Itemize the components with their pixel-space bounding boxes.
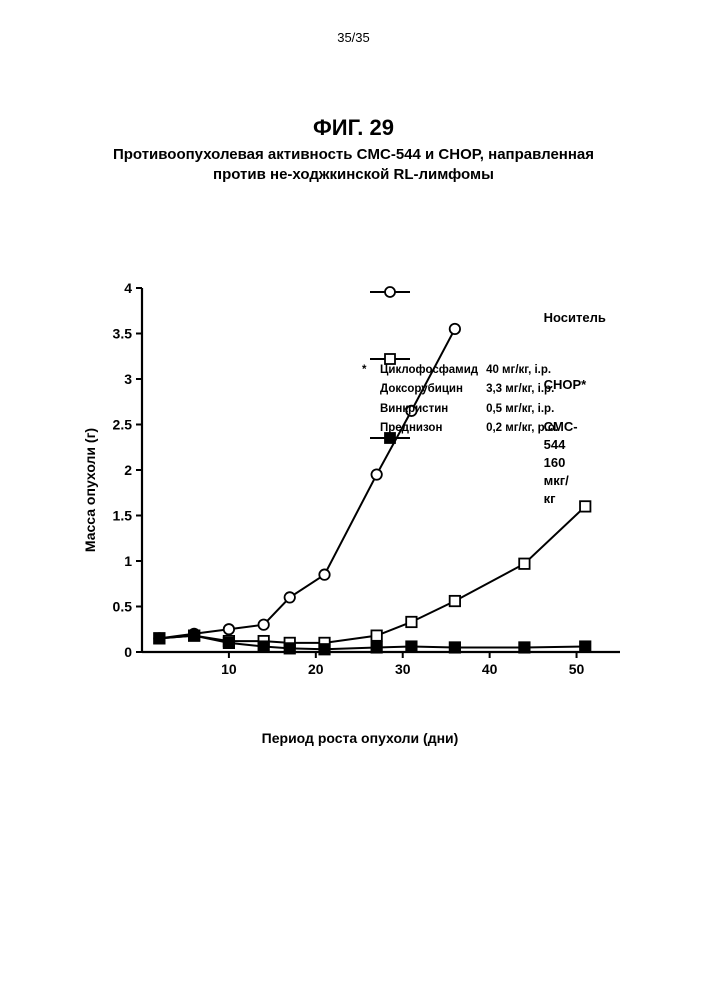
subtitle-line-1: Противоопухолевая активность CMC-544 и C… xyxy=(113,146,594,163)
svg-text:3: 3 xyxy=(124,371,132,387)
svg-text:0: 0 xyxy=(124,644,132,660)
footnote-drug: Циклофосфамид xyxy=(380,362,484,379)
footnote-drug: Доксорубицин xyxy=(380,381,484,398)
footnote-dose: 40 мг/кг, i.p. xyxy=(486,362,564,379)
footnote-dose: 0,5 мг/кг, i.p. xyxy=(486,401,564,418)
svg-text:3.5: 3.5 xyxy=(113,326,133,342)
footnote-dose: 0,2 мг/кг, p.o. xyxy=(486,420,564,437)
svg-text:20: 20 xyxy=(308,661,324,677)
figure-subtitle: Противоопухолевая активность CMC-544 и C… xyxy=(60,145,647,186)
circle-open-icon xyxy=(370,284,538,351)
chop-footnote: * Циклофосфамид40 мг/кг, i.p.Доксорубици… xyxy=(360,360,566,439)
svg-text:50: 50 xyxy=(569,661,585,677)
svg-text:2.5: 2.5 xyxy=(113,417,133,433)
svg-text:10: 10 xyxy=(221,661,237,677)
footnote-dose: 3,3 мг/кг, i.p. xyxy=(486,381,564,398)
svg-text:1.5: 1.5 xyxy=(113,508,133,524)
svg-text:2: 2 xyxy=(124,462,132,478)
legend-item: Носитель xyxy=(370,284,538,351)
x-axis-label: Период роста опухоли (дни) xyxy=(90,730,630,746)
page: 35/35 ФИГ. 29 Противоопухолевая активнос… xyxy=(0,0,707,1000)
y-axis-label: Масса опухоли (г) xyxy=(82,428,98,552)
chart-area: Масса опухоли (г) 00.511.522.533.5410203… xyxy=(90,280,630,700)
legend-label: Носитель xyxy=(544,309,606,327)
svg-text:40: 40 xyxy=(482,661,498,677)
subtitle-line-2: против не-ходжкинской RL-лимфомы xyxy=(213,166,494,183)
footnote-drug: Винкристин xyxy=(380,401,484,418)
square-filled-icon xyxy=(370,430,538,497)
figure-title: ФИГ. 29 xyxy=(0,115,707,141)
svg-text:1: 1 xyxy=(124,553,132,569)
svg-text:4: 4 xyxy=(124,280,132,296)
svg-text:0.5: 0.5 xyxy=(113,599,133,615)
svg-text:30: 30 xyxy=(395,661,411,677)
footnote-table: * Циклофосфамид40 мг/кг, i.p.Доксорубици… xyxy=(360,360,566,439)
page-number: 35/35 xyxy=(0,30,707,45)
footnote-drug: Преднизон xyxy=(380,420,484,437)
